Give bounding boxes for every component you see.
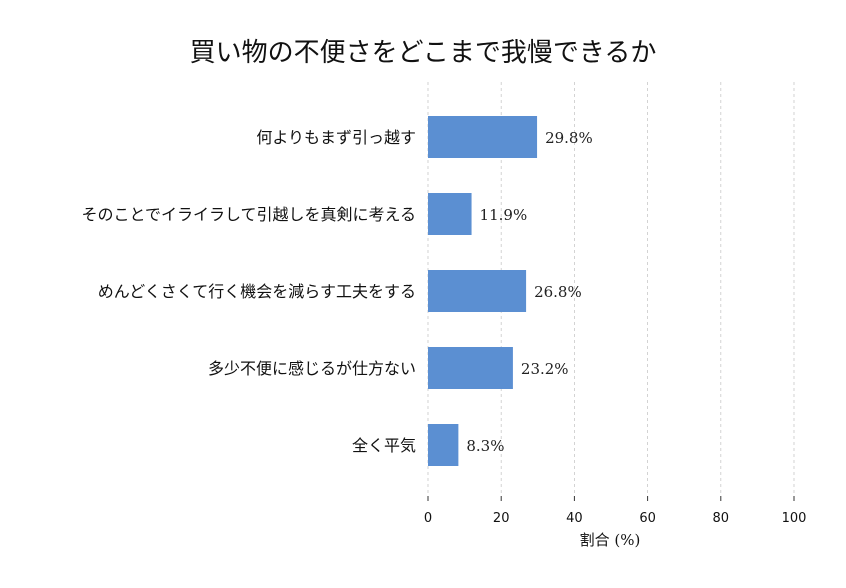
x-tick-label: 60 <box>639 511 656 526</box>
category-label: 全く平気 <box>352 436 416 455</box>
value-label: 11.9% <box>480 206 528 224</box>
bar <box>428 347 513 389</box>
x-tick-label: 20 <box>493 511 510 526</box>
category-label: 多少不便に感じるが仕方ない <box>208 359 416 378</box>
value-label: 29.8% <box>545 129 593 147</box>
category-label: 何よりもまず引っ越す <box>256 128 416 147</box>
labels: 0 20 40 60 80 100 何よりもまず引っ越す 29.8% そのことでイライラして引越… <box>81 128 806 526</box>
x-tick-label: 40 <box>566 511 583 526</box>
x-tick-label: 80 <box>713 511 730 526</box>
x-axis-title: 割合 (%) <box>580 531 641 549</box>
value-label: 8.3% <box>466 437 504 455</box>
x-tick-label: 100 <box>782 511 807 526</box>
category-label: めんどくさくて行く機会を減らす工夫をする <box>98 282 416 301</box>
bar <box>428 270 527 312</box>
category-label: そのことでイライラして引越しを真剣に考える <box>81 205 416 224</box>
bar <box>428 424 459 466</box>
bar <box>428 116 538 158</box>
bar <box>428 193 472 235</box>
value-label: 26.8% <box>534 283 582 301</box>
bars <box>428 116 538 466</box>
x-tick-label: 0 <box>424 511 432 526</box>
value-label: 23.2% <box>521 360 569 378</box>
chart-title: 買い物の不便さをどこまで我慢できるか <box>189 38 657 68</box>
